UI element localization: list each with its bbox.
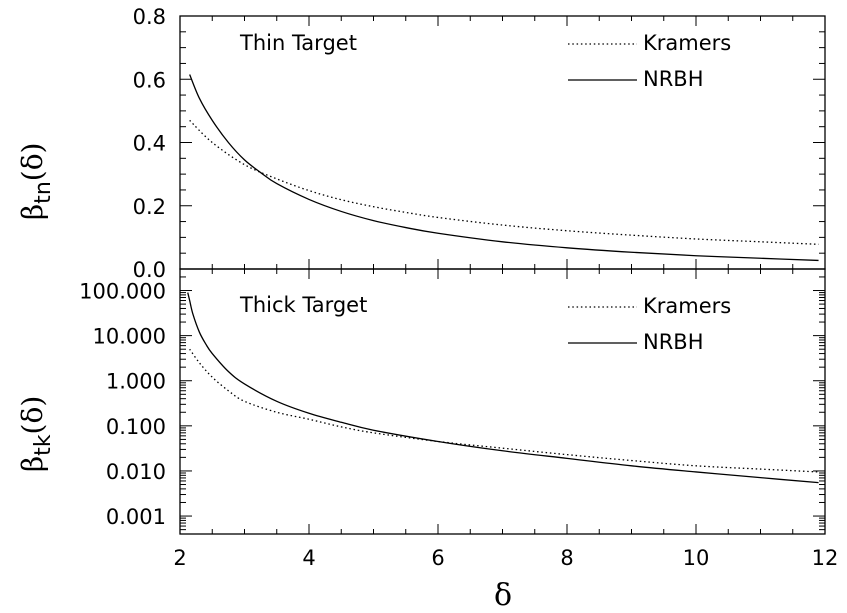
top-y-axis-title-tail: (δ) xyxy=(16,143,49,182)
bottom-legend: Kramers NRBH xyxy=(568,294,731,354)
top-panel: 0.0 0.2 0.4 0.6 0.8 Thin Target Kramers NRBH… xyxy=(16,5,826,282)
bottom-y-tick-label: 1.000 xyxy=(106,370,166,394)
x-tick-label: 2 xyxy=(173,546,186,570)
top-panel-annotation: Thin Target xyxy=(239,31,357,55)
top-y-tick-label: 0.8 xyxy=(133,5,166,29)
bottom-y-tick-label: 0.100 xyxy=(106,415,166,439)
bottom-series-kramers xyxy=(189,348,819,473)
x-axis-title: δ xyxy=(494,578,512,613)
bottom-y-ticks: 0.001 0.010 0.100 1.000 10.000 100.000 xyxy=(79,268,825,535)
top-series xyxy=(189,74,819,262)
bottom-y-axis-title-main: β xyxy=(16,456,49,472)
top-y-tick-label: 0.4 xyxy=(133,132,166,156)
top-legend: Kramers NRBH xyxy=(568,31,731,91)
bottom-y-axis-title: βtk(δ) xyxy=(16,396,56,472)
top-y-axis-title-main: β xyxy=(16,204,49,220)
bottom-series xyxy=(187,292,819,484)
x-tick-label: 8 xyxy=(560,546,573,570)
x-tick-label: 6 xyxy=(431,546,444,570)
bottom-y-tick-label: 0.001 xyxy=(106,505,166,529)
top-series-kramers xyxy=(189,119,819,245)
bottom-y-tick-label: 0.010 xyxy=(106,460,166,484)
top-legend-label-nrbh: NRBH xyxy=(643,67,704,91)
bottom-legend-label-kramers: Kramers xyxy=(643,294,731,318)
bottom-panel-annotation: Thick Target xyxy=(239,293,367,317)
top-y-axis-title-sub: tn xyxy=(31,181,56,204)
bottom-y-tick-label: 10.000 xyxy=(93,325,166,349)
top-series-nrbh xyxy=(189,74,819,262)
bottom-series-nrbh xyxy=(187,292,819,484)
bottom-x-ticks: 2 4 6 8 10 12 xyxy=(173,269,838,570)
top-y-tick-label: 0.6 xyxy=(133,68,166,92)
x-tick-label: 12 xyxy=(812,546,839,570)
bottom-y-tick-label: 100.000 xyxy=(79,280,166,304)
top-y-tick-label: 0.2 xyxy=(133,195,166,219)
top-y-axis-title: βtn(δ) xyxy=(16,143,56,220)
top-x-ticks xyxy=(179,16,826,269)
x-tick-label: 10 xyxy=(683,546,710,570)
x-tick-label: 4 xyxy=(302,546,315,570)
bottom-legend-label-nrbh: NRBH xyxy=(643,330,704,354)
bottom-y-axis-title-sub: tk xyxy=(31,434,56,456)
bottom-panel: 0.001 0.010 0.100 1.000 10.000 100.000 2 4 6 8 10… xyxy=(16,268,838,613)
top-y-ticks: 0.0 0.2 0.4 0.6 0.8 xyxy=(133,5,825,282)
top-legend-label-kramers: Kramers xyxy=(643,31,731,55)
top-y-tick-label: 0.0 xyxy=(133,258,166,282)
bottom-y-axis-title-tail: (δ) xyxy=(16,396,49,435)
